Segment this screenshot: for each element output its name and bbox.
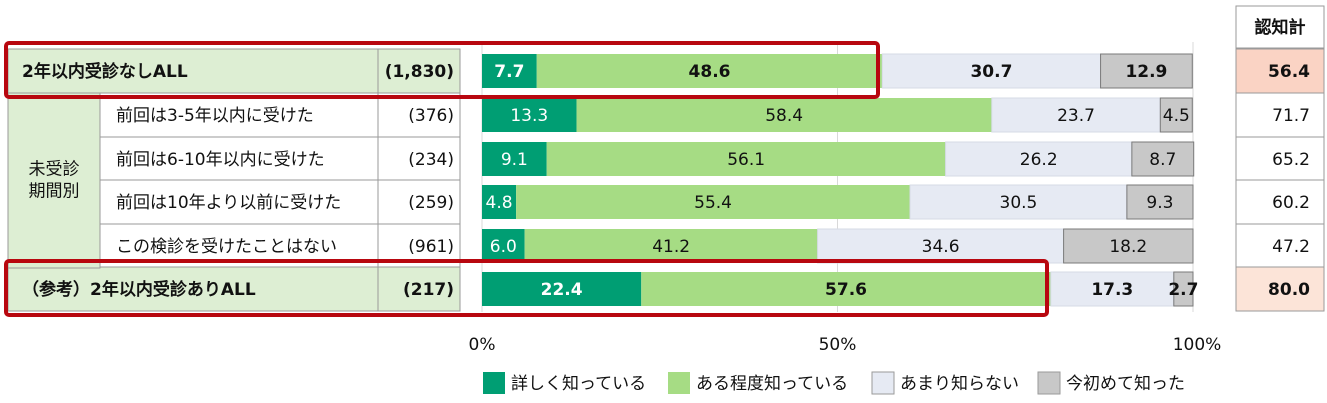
group-label-line-1: 期間別 (29, 182, 80, 202)
group-label-cell (7, 92, 101, 269)
data-label-5-3: 2.7 (1168, 280, 1198, 300)
x-tick-100: 100% (1173, 335, 1222, 355)
row-n-5: (217) (403, 280, 454, 300)
total-cell-1 (1235, 92, 1325, 138)
data-label-3-2: 30.5 (1000, 193, 1038, 213)
x-tick-50: 50% (819, 335, 857, 355)
bar-2-2 (945, 141, 1133, 177)
row-bg-0 (7, 48, 461, 94)
row-bg-3 (99, 179, 461, 225)
data-label-5-2: 17.3 (1091, 280, 1133, 300)
data-label-0-0: 7.7 (494, 62, 524, 82)
total-header-cell (1235, 5, 1325, 49)
row-n-2: (234) (408, 150, 454, 170)
row-label-5: （参考）2年以内受診ありALL (22, 279, 256, 300)
data-label-1-2: 23.7 (1057, 106, 1095, 126)
bar-1-3 (1159, 97, 1193, 133)
data-label-1-0: 13.3 (510, 106, 548, 126)
highlight-outline-0 (4, 41, 880, 99)
bar-3-1 (516, 185, 911, 219)
total-value-5: 80.0 (1268, 280, 1310, 300)
bar-4-0 (482, 229, 525, 263)
data-label-5-0: 22.4 (541, 280, 583, 300)
bar-0-2 (881, 53, 1102, 89)
data-label-2-3: 8.7 (1149, 150, 1176, 170)
legend-swatch-2 (871, 371, 895, 395)
bar-2-0 (482, 142, 547, 176)
row-n-1: (376) (408, 106, 454, 126)
legend-swatch-3 (1037, 371, 1061, 395)
data-label-1-3: 4.5 (1163, 106, 1190, 126)
bar-0-3 (1100, 53, 1193, 89)
legend-label-3: 今初めて知った (1066, 374, 1185, 394)
bar-4-3 (1063, 228, 1194, 264)
data-label-3-1: 55.4 (694, 193, 732, 213)
legend-label-1: ある程度知っている (696, 374, 848, 394)
data-label-1-1: 58.4 (765, 106, 803, 126)
row-label-2: 前回は6-10年以内に受けた (116, 150, 325, 170)
row-label-3: 前回は10年より以前に受けた (116, 193, 341, 213)
bar-5-0 (482, 272, 642, 306)
data-label-3-3: 9.3 (1146, 193, 1173, 213)
data-label-4-2: 34.6 (922, 237, 960, 257)
total-value-4: 47.2 (1272, 237, 1310, 257)
legend-swatch-0 (483, 372, 505, 394)
total-header: 認知計 (1255, 17, 1306, 38)
data-label-5-1: 57.6 (825, 280, 867, 300)
data-label-2-0: 9.1 (501, 150, 528, 170)
row-n-3: (259) (408, 193, 454, 213)
bar-5-2 (1050, 271, 1175, 307)
total-cell-4 (1235, 223, 1325, 269)
data-label-2-1: 56.1 (727, 150, 765, 170)
data-label-2-2: 26.2 (1020, 150, 1058, 170)
data-label-4-1: 41.2 (652, 237, 690, 257)
bar-2-3 (1131, 141, 1195, 177)
row-n-4: (961) (408, 237, 454, 257)
total-value-1: 71.7 (1272, 106, 1310, 126)
highlight-outline-1 (4, 259, 1049, 317)
total-value-0: 56.4 (1268, 62, 1310, 82)
row-label-0: 2年以内受診なしALL (22, 61, 188, 82)
bar-5-1 (641, 272, 1051, 306)
total-cell-0 (1235, 48, 1325, 94)
row-n-0: (1,830) (385, 62, 454, 82)
bar-4-2 (817, 228, 1065, 264)
row-label-4: この検診を受けたことはない (116, 237, 337, 257)
total-cell-5 (1235, 266, 1325, 312)
bar-3-2 (909, 184, 1128, 220)
bar-1-0 (482, 98, 577, 132)
x-tick-0: 0% (469, 335, 496, 355)
bar-3-0 (482, 185, 517, 219)
bar-2-1 (546, 142, 946, 176)
data-label-0-3: 12.9 (1125, 62, 1167, 82)
bar-0-1 (536, 54, 883, 88)
bar-4-1 (524, 229, 818, 263)
data-label-4-3: 18.2 (1109, 237, 1147, 257)
legend-label-0: 詳しく知っている (511, 374, 646, 394)
bar-3-3 (1126, 184, 1194, 220)
bar-1-2 (991, 97, 1161, 133)
data-label-3-0: 4.8 (486, 193, 513, 213)
total-value-3: 60.2 (1272, 193, 1310, 213)
total-value-2: 65.2 (1272, 150, 1310, 170)
bar-1-1 (576, 98, 992, 132)
data-label-0-2: 30.7 (970, 62, 1012, 82)
group-label-line-0: 未受診 (29, 160, 80, 180)
row-bg-5 (7, 266, 461, 312)
bar-5-3 (1173, 271, 1194, 307)
bar-0-0 (482, 54, 537, 88)
legend-label-2: あまり知らない (900, 374, 1019, 394)
data-label-4-0: 6.0 (490, 237, 517, 257)
row-bg-2 (99, 136, 461, 182)
data-label-0-1: 48.6 (689, 62, 731, 82)
legend-swatch-1 (668, 372, 690, 394)
row-label-1: 前回は3-5年以内に受けた (116, 106, 314, 126)
total-cell-2 (1235, 136, 1325, 182)
